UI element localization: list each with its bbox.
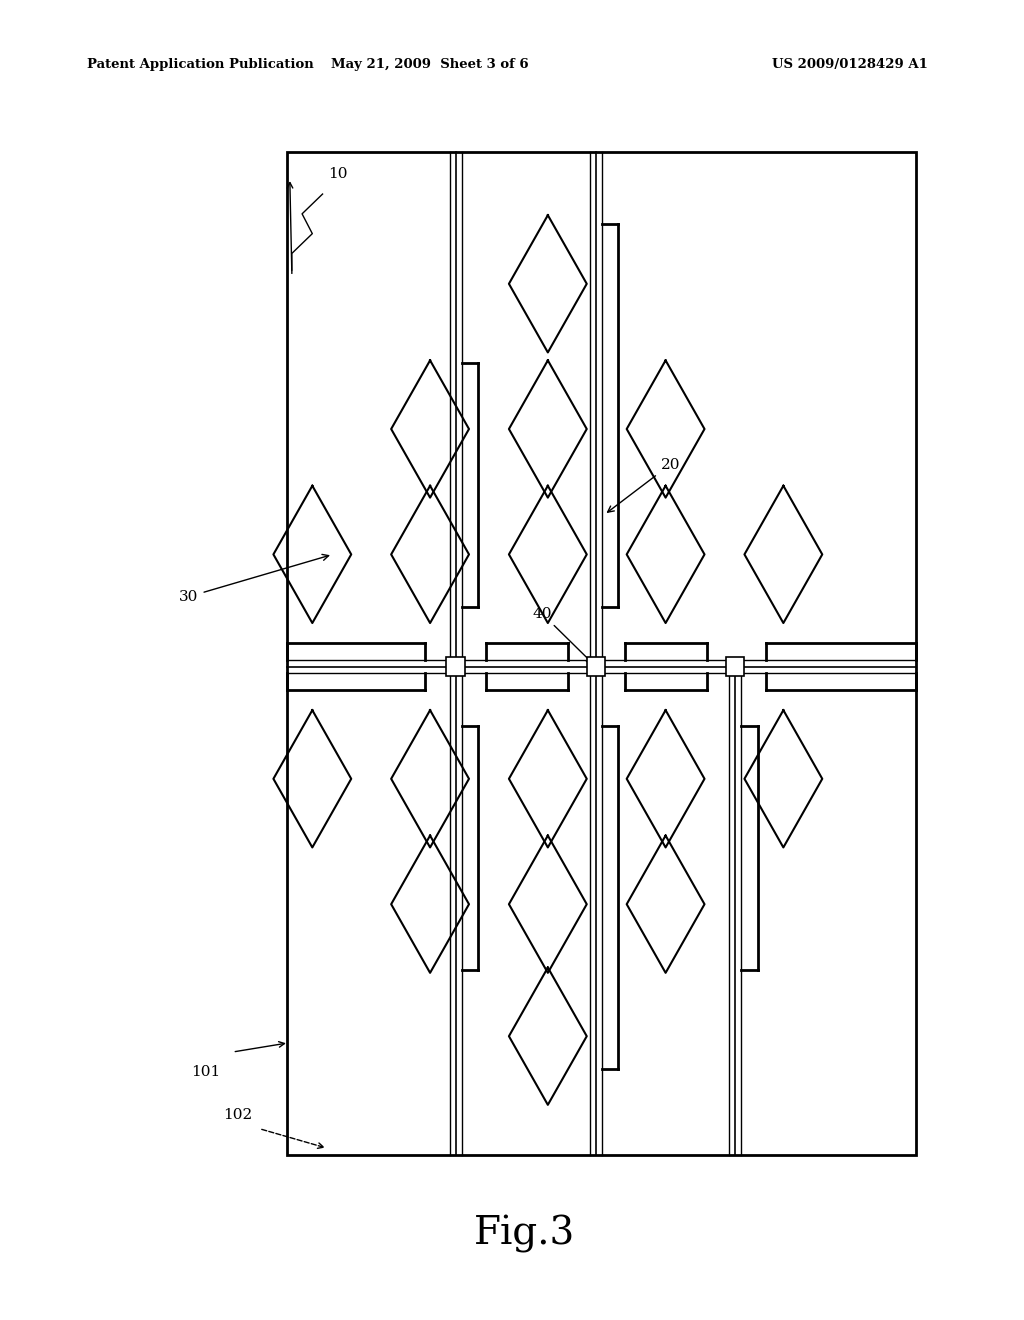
Text: 20: 20 [607, 458, 680, 512]
Bar [587, 657, 605, 676]
Text: 30: 30 [179, 554, 329, 603]
Text: 10: 10 [328, 166, 347, 181]
Text: Patent Application Publication: Patent Application Publication [87, 58, 313, 71]
Text: May 21, 2009  Sheet 3 of 6: May 21, 2009 Sheet 3 of 6 [332, 58, 528, 71]
Text: 40: 40 [532, 607, 593, 664]
Text: US 2009/0128429 A1: US 2009/0128429 A1 [772, 58, 928, 71]
Text: Fig.3: Fig.3 [474, 1216, 574, 1253]
Bar [287, 152, 916, 1155]
Bar [726, 657, 744, 676]
Bar [446, 657, 465, 676]
Text: 101: 101 [191, 1065, 221, 1078]
Text: 102: 102 [223, 1109, 253, 1122]
